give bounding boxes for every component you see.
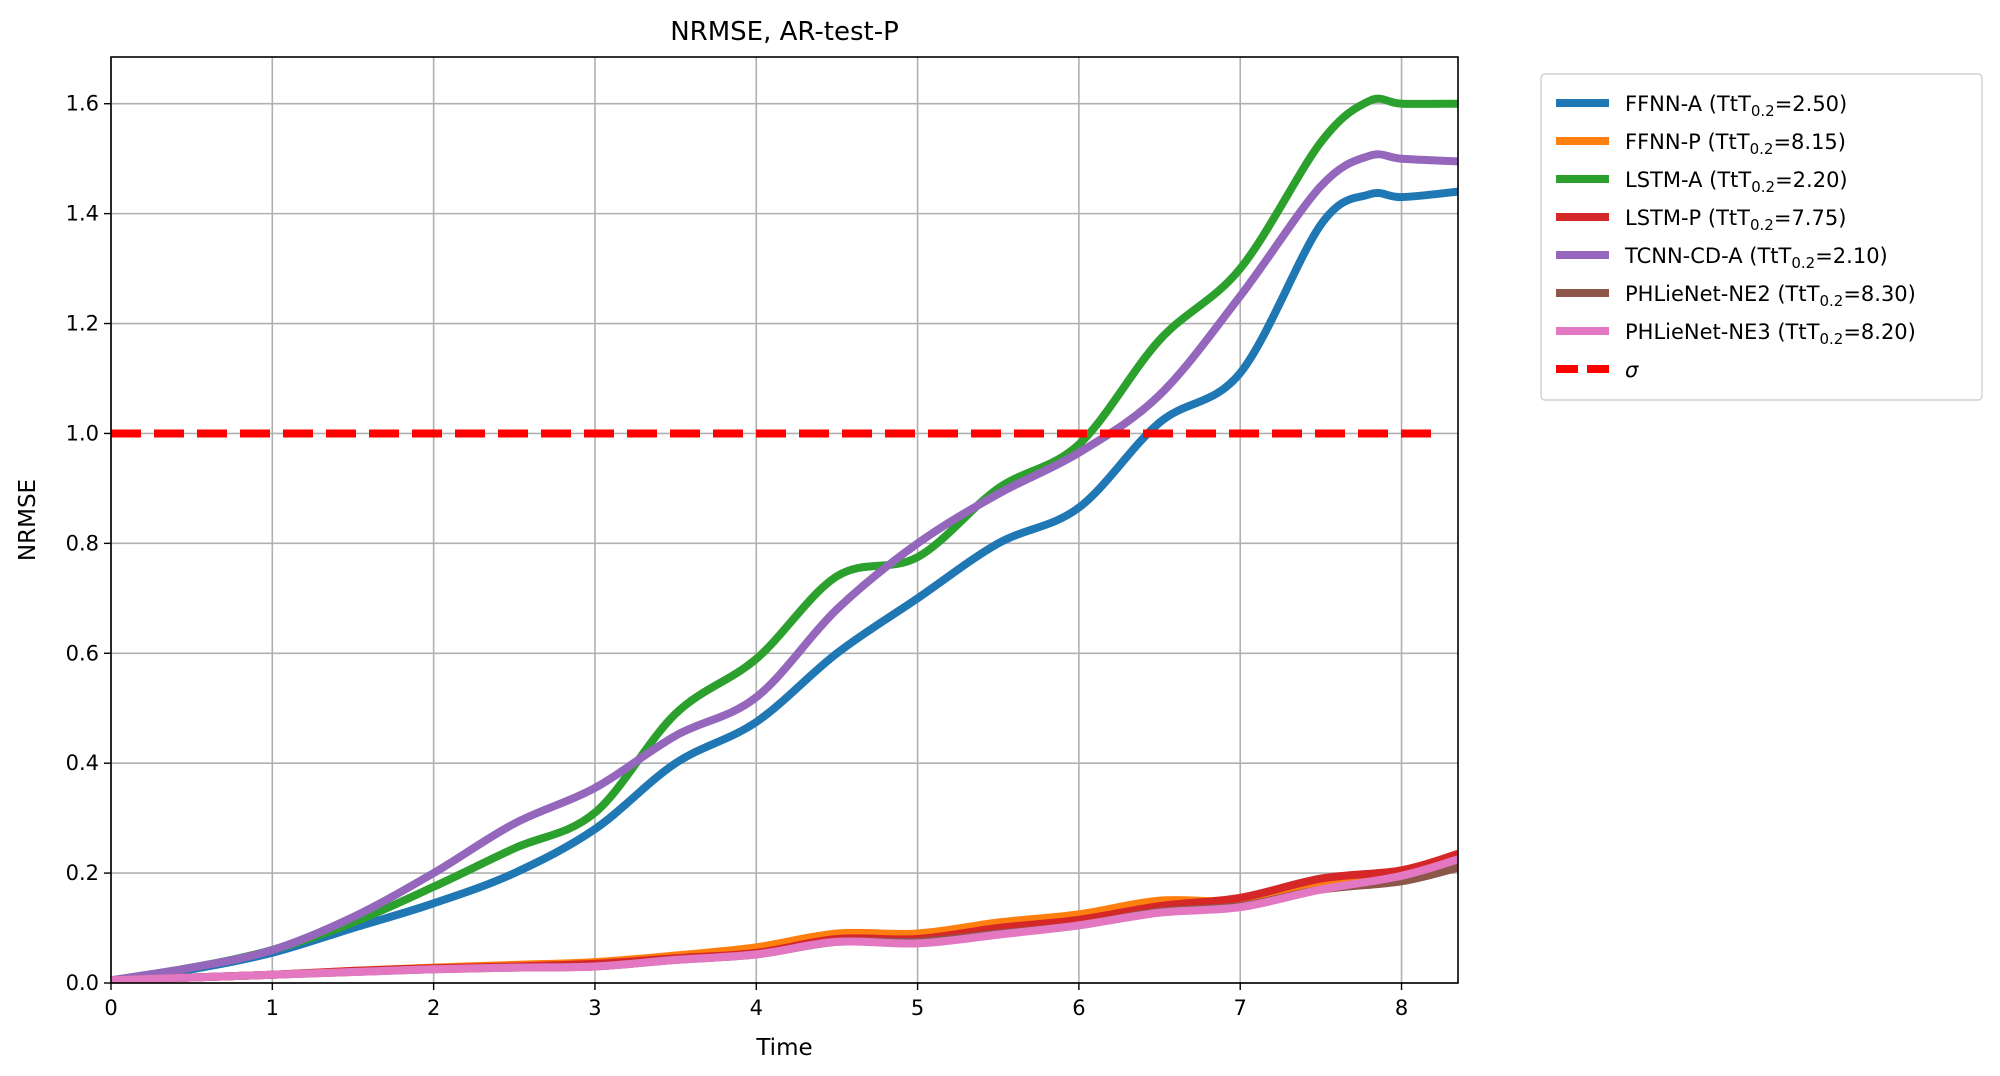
x-axis-label: Time bbox=[755, 1035, 812, 1061]
axis-ticks: 0 1 2 3 4 5 6 7 8 0.0 0.2 0.4 0.6 0.8 1.0 1.2 1.4 1.6 bbox=[66, 92, 1409, 1020]
series-line-ffnn-a bbox=[111, 187, 1458, 983]
legend-label-tail: =8.20) bbox=[1843, 320, 1916, 344]
legend-label-main: PHLieNet-NE2 (TtT bbox=[1625, 282, 1820, 306]
legend-label-main: FFNN-A (TtT bbox=[1625, 92, 1751, 116]
legend-label-tcnn-cd-a: TCNN-CD-A (TtT0.2=2.10) bbox=[1624, 244, 1888, 272]
x-tick-label: 4 bbox=[750, 996, 763, 1020]
legend-label-main: PHLieNet-NE3 (TtT bbox=[1625, 320, 1820, 344]
x-tick-label: 5 bbox=[911, 996, 924, 1020]
x-tick-label: 0 bbox=[104, 996, 117, 1020]
legend-label-subscript: 0.2 bbox=[1819, 292, 1843, 310]
legend-label-main: LSTM-A (TtT bbox=[1625, 168, 1751, 192]
legend-label-subscript: 0.2 bbox=[1750, 216, 1774, 234]
y-tick-label: 0.6 bbox=[66, 641, 99, 665]
legend-label-ffnn-p: FFNN-P (TtT0.2=8.15) bbox=[1625, 130, 1846, 158]
x-tick-label: 2 bbox=[427, 996, 440, 1020]
x-tick-label: 8 bbox=[1395, 996, 1408, 1020]
plot-frame bbox=[110, 56, 1459, 984]
legend-label-tail: =2.50) bbox=[1775, 92, 1848, 116]
x-tick-label: 3 bbox=[588, 996, 601, 1020]
y-tick-label: 0.8 bbox=[66, 531, 99, 555]
y-tick-label: 1.4 bbox=[66, 202, 99, 226]
legend: FFNN-A (TtT0.2=2.50)FFNN-P (TtT0.2=8.15)… bbox=[1540, 73, 1983, 401]
series-lines bbox=[111, 94, 1458, 983]
legend-box bbox=[1540, 73, 1983, 401]
y-tick-label: 1.2 bbox=[66, 312, 99, 336]
legend-label-subscript: 0.2 bbox=[1750, 140, 1774, 158]
legend-label-tail: =2.20) bbox=[1775, 168, 1848, 192]
legend-label-main: TCNN-CD-A (TtT bbox=[1624, 244, 1792, 268]
legend-label-phlienet-ne3: PHLieNet-NE3 (TtT0.2=8.20) bbox=[1625, 320, 1916, 348]
legend-label-phlienet-ne2: PHLieNet-NE2 (TtT0.2=8.30) bbox=[1625, 282, 1916, 310]
y-tick-label: 1.0 bbox=[66, 421, 99, 445]
legend-label-tail: =2.10) bbox=[1815, 244, 1888, 268]
x-tick-label: 1 bbox=[266, 996, 279, 1020]
legend-label-subscript: 0.2 bbox=[1751, 178, 1775, 196]
legend-label-tail: =7.75) bbox=[1774, 206, 1847, 230]
chart-title: NRMSE, AR-test-P bbox=[670, 17, 899, 47]
y-axis-label: NRMSE bbox=[15, 479, 41, 561]
x-tick-label: 6 bbox=[1072, 996, 1085, 1020]
legend-label-sigma: σ bbox=[1625, 358, 1639, 382]
y-tick-label: 0.2 bbox=[66, 861, 99, 885]
legend-label-subscript: 0.2 bbox=[1751, 102, 1775, 120]
legend-label-tail: =8.30) bbox=[1843, 282, 1916, 306]
legend-label-subscript: 0.2 bbox=[1819, 330, 1843, 348]
legend-label-tail: =8.15) bbox=[1773, 130, 1846, 154]
series-line-lstm-a bbox=[111, 94, 1458, 983]
y-tick-label: 1.6 bbox=[66, 92, 99, 116]
legend-label-lstm-a: LSTM-A (TtT0.2=2.20) bbox=[1625, 168, 1848, 196]
series-line-phlienet-ne3 bbox=[111, 855, 1458, 983]
legend-label-ffnn-a: FFNN-A (TtT0.2=2.50) bbox=[1625, 92, 1847, 120]
series-line-tcnn-cd-a bbox=[111, 150, 1458, 983]
legend-label-lstm-p: LSTM-P (TtT0.2=7.75) bbox=[1625, 206, 1846, 234]
legend-label-main: FFNN-P (TtT bbox=[1625, 130, 1750, 154]
x-tick-label: 7 bbox=[1234, 996, 1247, 1020]
legend-label-main: LSTM-P (TtT bbox=[1625, 206, 1750, 230]
y-tick-label: 0.4 bbox=[66, 751, 99, 775]
legend-label-subscript: 0.2 bbox=[1791, 254, 1815, 272]
y-tick-label: 0.0 bbox=[66, 971, 99, 995]
